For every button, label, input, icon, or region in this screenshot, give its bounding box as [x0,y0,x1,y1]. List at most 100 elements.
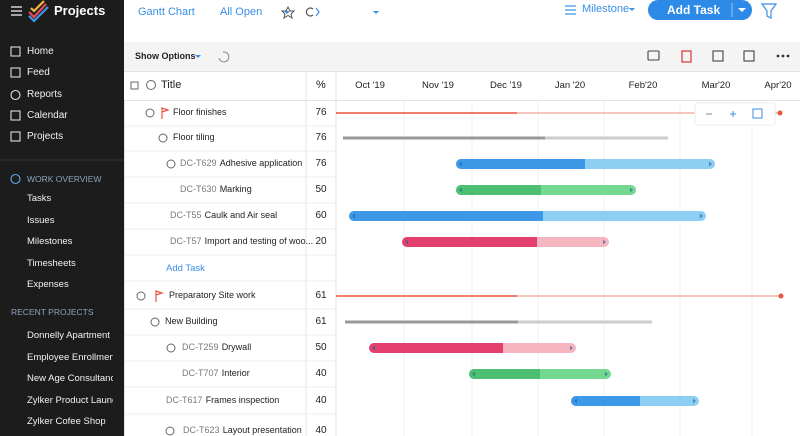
collapse-toggle[interactable] [158,133,168,143]
section-title: RECENT PROJECTS [11,307,94,317]
task-progress [456,159,585,169]
fit-view [752,108,763,119]
collapse-toggle[interactable] [166,159,176,169]
task-progress [571,396,640,406]
bar-handle [693,398,696,404]
top-icons [280,0,778,20]
project-item[interactable]: New Age Consultanc [27,373,113,384]
task-percent: 61 [315,290,327,301]
nav-item[interactable]: Issues [27,214,55,226]
task-id: DC-T259 [182,342,219,352]
month-label: Oct '19 [355,80,385,91]
app-title: Projects [54,3,106,18]
column-title: % [316,79,326,91]
grid [124,100,784,436]
month-label: Jan '20 [554,80,586,91]
summary-bar [345,320,518,324]
task-progress [402,237,537,247]
table-header: Title% Oct '19 Nov '19 Dec '19 Jan '20 Feb'20… [124,72,800,101]
task-percent: 40 [315,395,327,406]
month-label: Feb'20 [628,80,658,91]
summary-bar [518,320,652,324]
task-id: DC-T57 [170,236,202,246]
project-item[interactable]: Donnelly Apartment [27,330,110,341]
top-bar: Gantt Chart All Open Milestone Add Task [124,0,800,42]
task-progress [349,211,543,221]
nav-item[interactable]: Reports [27,89,63,100]
collapse-toggle[interactable] [165,426,175,436]
summary-bar [343,136,545,140]
task-percent: 61 [315,316,327,327]
task-name[interactable]: New Building [165,316,218,326]
task-id: DC-T707 [182,368,219,378]
bar-handle [570,345,573,351]
collapse-toggle[interactable] [145,108,155,118]
bar-handle [405,239,408,245]
month-label: Nov '19 [422,80,454,91]
bar-handle [709,161,712,167]
task-name[interactable]: Import and testing of woo... [204,236,314,246]
month-label: Mar'20 [701,80,731,91]
task-name[interactable]: Caulk and Air seal [204,210,278,220]
summary-bar [545,136,668,140]
column-title: Title [161,79,182,91]
milestone-select[interactable]: Milestone [582,3,630,15]
toolbar: Show Options [124,42,800,72]
task-id: DC-T55 [170,210,202,220]
task-percent: 50 [315,184,327,195]
task-name[interactable]: Floor tiling [173,132,215,142]
task-percent: 60 [315,210,327,221]
task-id: DC-T629 [180,158,217,168]
nav-item[interactable]: Feed [27,67,50,78]
month-label: Apr'20 [764,80,792,91]
nav-item[interactable]: Expenses [27,279,69,290]
header-icons [130,72,337,100]
view-select[interactable]: Gantt Chart [138,6,195,18]
add-task-link[interactable]: Add Task [166,263,205,274]
project-item[interactable]: Zylker Cofee Shop [27,416,106,427]
nav-item[interactable]: Home [27,46,54,57]
nav-item[interactable]: Timesheets [27,257,76,269]
milestone-end [777,110,783,116]
bar-handle [459,187,462,193]
task-percent: 40 [315,425,327,436]
task-name[interactable]: Layout presentation [222,425,302,435]
task-name[interactable]: Frames inspection [205,395,280,405]
task-name[interactable]: Marking [219,184,252,194]
toolbar-icons [195,50,790,63]
task-percent: 76 [315,158,327,169]
sidebar-icons [0,0,124,185]
task-progress [369,343,503,353]
task-percent: 20 [315,236,327,247]
collapse-toggle[interactable] [136,291,146,301]
nav-item[interactable]: Milestones [27,236,73,247]
task-name[interactable]: Preparatory Site work [169,290,256,300]
task-name[interactable]: Floor finishes [173,107,227,117]
project-item[interactable]: Employee Enrollmen [27,351,113,363]
filter-select[interactable]: All Open [220,6,263,18]
nav-item[interactable]: Tasks [27,193,52,204]
task-name[interactable]: Adhesive application [219,158,303,168]
project-item[interactable]: Zylker Product Launc [27,394,113,406]
show-options[interactable]: Show Options [135,51,196,61]
task-id: DC-T617 [166,395,203,405]
month-label: Dec '19 [490,80,522,91]
task-id: DC-T623 [183,425,220,435]
task-percent: 50 [315,342,327,353]
bar-handle [372,345,375,351]
task-id: DC-T630 [180,184,217,194]
bar-handle [472,371,475,377]
task-name[interactable]: Drywall [221,342,252,352]
add-task-button[interactable] [648,0,752,20]
bar-handle [630,187,633,193]
collapse-toggle[interactable] [166,343,176,353]
task-percent: 76 [315,132,327,143]
nav-item[interactable]: Projects [27,131,64,142]
bar-handle [605,371,608,377]
nav-item[interactable]: Calendar [27,110,68,121]
collapse-toggle[interactable] [150,317,160,327]
task-name[interactable]: Interior [221,368,250,378]
section-title: WORK OVERVIEW [27,174,102,184]
milestone-end [778,293,784,299]
